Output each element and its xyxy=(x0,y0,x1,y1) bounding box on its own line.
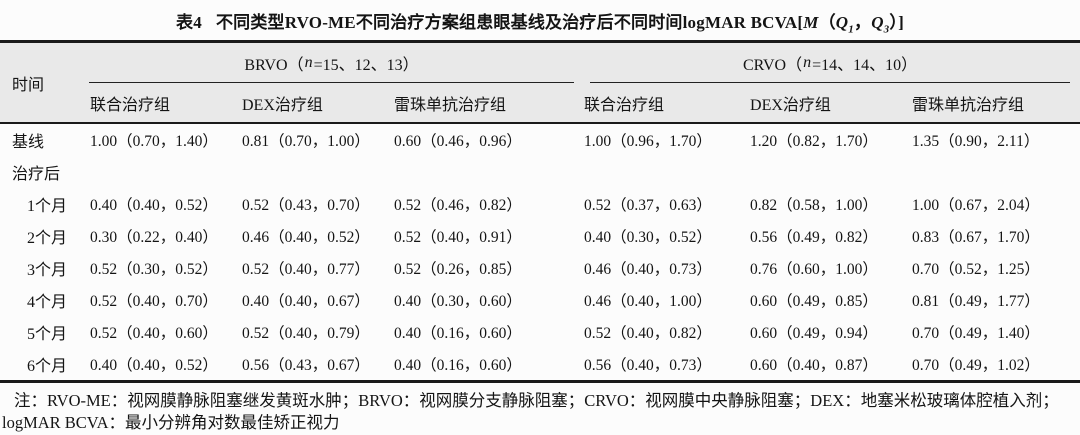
value-cell: 0.52（0.37，0.63） xyxy=(584,197,712,214)
value-cell: 0.40（0.16，0.60） xyxy=(394,325,522,342)
value-cell: 0.60（0.40，0.87） xyxy=(750,357,878,374)
brvo-label-prefix: BRVO（ xyxy=(244,56,304,74)
value-cell: 0.40（0.30，0.60） xyxy=(394,293,522,310)
table-row: 治疗后 xyxy=(0,156,1080,188)
value-cell: 0.81（0.49，1.77） xyxy=(912,293,1040,310)
table-row: 6个月 0.40（0.40，0.52） 0.56（0.43，0.67） 0.40… xyxy=(0,348,1080,382)
time-cell: 3个月 xyxy=(27,262,68,279)
value-cell: 0.40（0.40，0.52） xyxy=(90,197,218,214)
value-cell: 0.82（0.58，1.00） xyxy=(750,197,878,214)
value-cell xyxy=(748,156,910,188)
value-cell: 0.56（0.43，0.67） xyxy=(242,357,370,374)
value-cell: 0.52（0.40，0.82） xyxy=(584,325,712,342)
value-cell: 0.46（0.40，0.73） xyxy=(584,261,712,278)
table-body: 基线 1.00（0.70，1.40） 0.81（0.70，1.00） 0.60（… xyxy=(0,123,1080,382)
title-paren-close: ） xyxy=(889,13,899,32)
crvo-label-suffix: =14、14、10） xyxy=(812,56,918,74)
value-cell xyxy=(392,156,582,188)
value-cell: 1.00（0.96，1.70） xyxy=(584,133,712,150)
col-header-brvo-ranibizumab: 雷珠单抗治疗组 xyxy=(392,83,583,124)
table-title: 表4 不同类型RVO-ME不同治疗方案组患眼基线及治疗后不同时间logMAR BC… xyxy=(0,0,1080,40)
value-cell: 0.60（0.49，0.94） xyxy=(750,325,878,342)
title-comma: ， xyxy=(853,13,872,32)
time-cell: 2个月 xyxy=(27,230,68,247)
table-title-text: 不同类型RVO-ME不同治疗方案组患眼基线及治疗后不同时间logMAR BCVA xyxy=(215,13,798,32)
table-row: 5个月 0.52（0.40，0.60） 0.52（0.40，0.79） 0.40… xyxy=(0,316,1080,348)
value-cell xyxy=(240,156,392,188)
value-cell: 0.52（0.30，0.52） xyxy=(90,261,218,278)
value-cell: 1.35（0.90，2.11） xyxy=(912,133,1040,150)
value-cell: 0.52（0.40，0.77） xyxy=(242,261,370,278)
footnote: 注：RVO-ME：视网膜静脉阻塞继发黄斑水肿；BRVO：视网膜分支静脉阻塞；CR… xyxy=(2,391,1059,432)
value-cell: 0.70（0.49，1.02） xyxy=(912,357,1040,374)
value-cell: 0.60（0.46，0.96） xyxy=(394,133,522,150)
value-cell: 0.40（0.30，0.52） xyxy=(584,229,712,246)
crvo-n-symbol: n xyxy=(803,53,812,71)
value-cell: 0.52（0.26，0.85） xyxy=(394,261,522,278)
value-cell: 0.60（0.49，0.85） xyxy=(750,293,878,310)
table-header: 时间 BRVO（ n =15、12、13） CRVO（ n =14、14、10） 联合治… xyxy=(0,41,1080,124)
group-header-brvo: BRVO（ n =15、12、13） xyxy=(88,42,582,83)
value-cell: 0.70（0.52，1.25） xyxy=(912,261,1040,278)
table-row: 基线 1.00（0.70，1.40） 0.81（0.70，1.00） 0.60（… xyxy=(0,123,1080,156)
value-cell: 0.40（0.40，0.52） xyxy=(90,357,218,374)
col-header-brvo-dex: DEX治疗组 xyxy=(240,83,392,124)
time-cell: 基线 xyxy=(12,134,45,151)
title-q1-symbol: Q xyxy=(835,13,849,32)
time-cell: 1个月 xyxy=(27,198,68,215)
value-cell: 0.52（0.43，0.70） xyxy=(242,197,370,214)
title-bracket-close: ] xyxy=(898,13,904,32)
value-cell: 0.83（0.67，1.70） xyxy=(912,229,1040,246)
value-cell: 0.52（0.46，0.82） xyxy=(394,197,522,214)
value-cell: 0.56（0.49，0.82） xyxy=(750,229,878,246)
table-number: 表4 xyxy=(176,13,202,32)
value-cell: 0.52（0.40，0.79） xyxy=(242,325,370,342)
value-cell: 0.30（0.22，0.40） xyxy=(90,229,218,246)
value-cell xyxy=(910,156,1080,188)
table-row: 1个月 0.40（0.40，0.52） 0.52（0.43，0.70） 0.52… xyxy=(0,188,1080,220)
value-cell: 0.52（0.40，0.60） xyxy=(90,325,218,342)
value-cell: 1.00（0.70，1.40） xyxy=(90,133,218,150)
value-cell: 0.70（0.49，1.40） xyxy=(912,325,1040,342)
time-cell: 6个月 xyxy=(27,358,68,375)
value-cell: 0.46（0.40，1.00） xyxy=(584,293,712,310)
data-table: 时间 BRVO（ n =15、12、13） CRVO（ n =14、14、10） 联合治… xyxy=(0,40,1080,383)
time-cell: 治疗后 xyxy=(12,166,61,183)
col-header-brvo-combined: 联合治疗组 xyxy=(88,83,240,124)
group-header-crvo: CRVO（ n =14、14、10） xyxy=(582,42,1080,83)
table-row: 3个月 0.52（0.30，0.52） 0.52（0.40，0.77） 0.52… xyxy=(0,252,1080,284)
value-cell xyxy=(88,156,240,188)
value-cell: 0.76（0.60，1.00） xyxy=(750,261,878,278)
value-cell: 0.40（0.16，0.60） xyxy=(394,357,522,374)
value-cell: 0.40（0.40，0.67） xyxy=(242,293,370,310)
col-header-crvo-combined: 联合治疗组 xyxy=(582,83,749,124)
title-bracket-open: [ xyxy=(797,13,804,32)
crvo-label-prefix: CRVO（ xyxy=(742,56,803,74)
sub-header-row: 联合治疗组 DEX治疗组 雷珠单抗治疗组 联合治疗组 DEX治疗组 雷珠单抗治疗… xyxy=(0,83,1080,124)
title-q3-symbol: Q xyxy=(871,13,884,32)
value-cell: 0.52（0.40，0.70） xyxy=(90,293,218,310)
value-cell: 1.00（0.67，2.04） xyxy=(912,197,1040,214)
title-paren-open: （ xyxy=(818,13,836,32)
time-column-header: 时间 xyxy=(0,41,88,124)
value-cell: 0.52（0.40，0.91） xyxy=(394,229,522,246)
value-cell: 0.46（0.40，0.52） xyxy=(242,229,370,246)
brvo-label-suffix: =15、12、13） xyxy=(313,56,419,74)
table-row: 4个月 0.52（0.40，0.70） 0.40（0.40，0.67） 0.40… xyxy=(0,284,1080,316)
title-median-symbol: M xyxy=(803,13,819,32)
col-header-crvo-dex: DEX治疗组 xyxy=(748,83,911,124)
value-cell: 1.20（0.82，1.70） xyxy=(750,133,878,150)
title-q1-subscript: 1 xyxy=(848,23,854,36)
value-cell xyxy=(582,156,748,188)
time-cell: 4个月 xyxy=(27,294,68,311)
group-header-row: 时间 BRVO（ n =15、12、13） CRVO（ n =14、14、10） xyxy=(0,41,1080,124)
col-header-crvo-ranibizumab: 雷珠单抗治疗组 xyxy=(910,83,1080,124)
title-q3-subscript: 3 xyxy=(883,23,890,36)
value-cell: 0.81（0.70，1.00） xyxy=(242,133,370,150)
table-row: 2个月 0.30（0.22，0.40） 0.46（0.40，0.52） 0.52… xyxy=(0,220,1080,252)
value-cell: 0.56（0.40，0.73） xyxy=(584,357,712,374)
time-cell: 5个月 xyxy=(27,326,68,343)
brvo-n-symbol: n xyxy=(304,53,313,71)
